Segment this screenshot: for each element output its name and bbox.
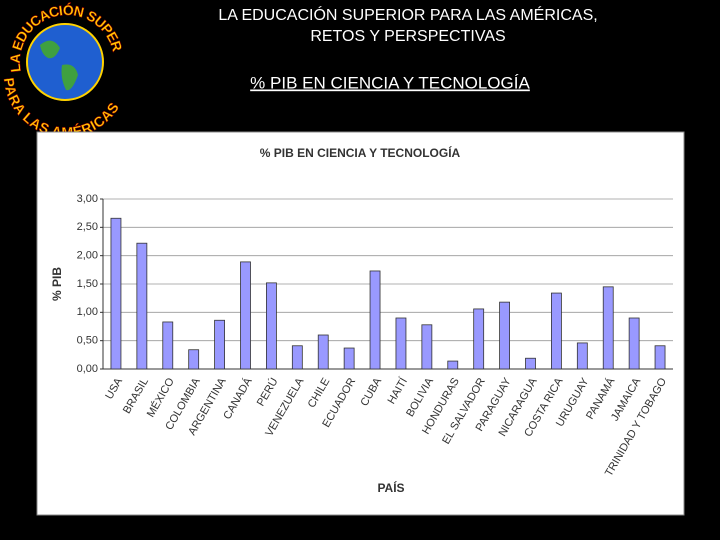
slide-title: RETOS Y PERSPECTIVAS	[310, 28, 505, 45]
bar	[110, 217, 122, 370]
bar	[421, 324, 433, 370]
slide-subtitle: % PIB EN CIENCIA Y TECNOLOGÍA	[250, 73, 530, 92]
bar	[369, 270, 381, 370]
footer: Fuente: Compilación de la presente inves…	[216, 528, 456, 540]
bar	[602, 286, 614, 370]
chart-title: % PIB EN CIENCIA Y TECNOLOGÍA	[260, 145, 461, 160]
bar	[214, 319, 225, 370]
bar	[317, 334, 329, 370]
logo-land	[40, 40, 78, 91]
chart-area	[36, 131, 685, 516]
y-tick-label: 1,00	[77, 306, 98, 318]
bar	[499, 301, 510, 370]
y-tick-label: 0,00	[77, 363, 98, 375]
bar	[473, 308, 485, 370]
bar	[628, 317, 640, 370]
bar	[551, 292, 562, 370]
bar	[291, 345, 303, 370]
x-axis-label: PAÍS	[377, 480, 404, 495]
bar	[395, 317, 407, 370]
bar	[188, 349, 200, 370]
y-tick-label: 3,00	[77, 193, 98, 205]
slide-title: LA EDUCACIÓN SUPERIOR PARA LAS AMÉRICAS,	[218, 5, 597, 24]
y-axis-label: % PIB	[50, 267, 64, 301]
bar	[525, 357, 536, 370]
y-tick-label: 1,50	[77, 278, 98, 290]
bar	[162, 321, 174, 370]
bar	[343, 347, 355, 370]
bar	[240, 261, 251, 370]
bar	[266, 282, 277, 370]
y-tick-label: 2,00	[77, 250, 98, 262]
y-tick-label: 2,50	[77, 221, 98, 233]
bar	[447, 360, 459, 370]
logo-globe	[26, 23, 104, 101]
y-tick-label: 0,50	[77, 335, 98, 347]
bar	[654, 345, 666, 370]
bar	[136, 242, 148, 370]
bar	[576, 342, 588, 370]
